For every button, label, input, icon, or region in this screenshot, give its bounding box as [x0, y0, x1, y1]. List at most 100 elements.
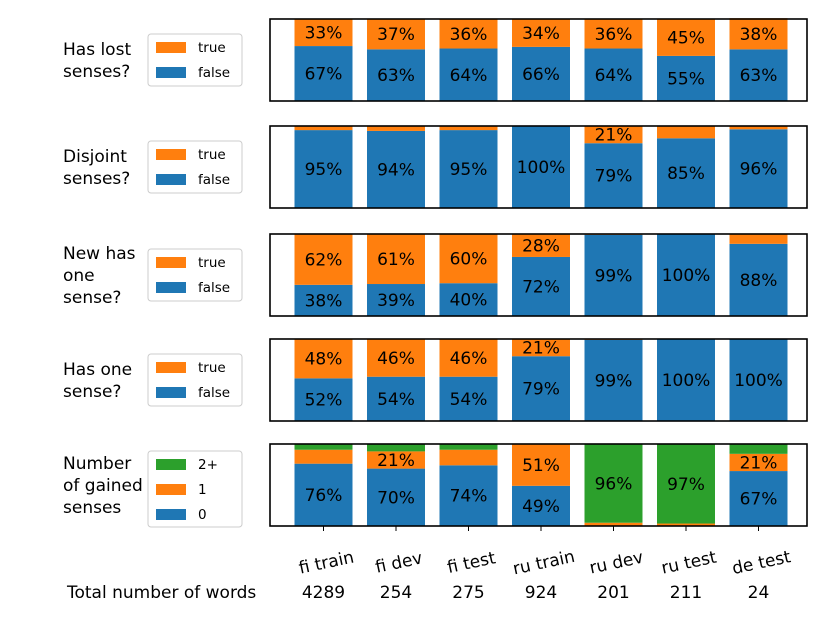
data-label: 100% [662, 266, 711, 286]
legend-swatch [156, 257, 186, 268]
data-label: 46% [377, 349, 415, 369]
data-label: 63% [740, 66, 778, 86]
legend-label: false [198, 65, 230, 81]
panel-title-line: New has [63, 244, 136, 264]
data-label: 76% [305, 486, 343, 506]
data-label: 63% [377, 66, 415, 86]
bar-fi-test-false [439, 376, 498, 421]
panel-title-line: of gained [63, 476, 143, 496]
bar-fi-test-2plus [439, 444, 498, 450]
bar-fi-train-false [294, 284, 353, 316]
bar-fi-dev-true [367, 339, 425, 377]
legend-swatch [156, 459, 186, 470]
data-label: 21% [522, 339, 560, 359]
data-label: 67% [305, 65, 343, 85]
x-tick-label: ru train [511, 547, 577, 580]
data-label: 45% [667, 28, 705, 48]
data-label: 39% [377, 291, 415, 311]
data-label: 99% [595, 371, 633, 391]
bar-de-test-true [729, 126, 788, 130]
bar-fi-train-false [294, 378, 353, 421]
data-label: 36% [595, 25, 633, 45]
x-tick-label: fi test [446, 548, 498, 578]
data-label: 99% [595, 266, 633, 286]
bar-ru-dev-false [584, 339, 643, 421]
bar-fi-test-0 [439, 465, 498, 526]
bar-fi-test-false [439, 48, 498, 101]
data-label: 66% [522, 65, 560, 85]
bar-fi-test-true [439, 126, 498, 131]
panel-1: 67% 33% 63% 37% 64% 36% 66% 34% 64% 36% 55% 45% 63% 3… [63, 18, 808, 102]
bar-fi-test-false [439, 130, 498, 208]
panel-title-line: Disjoint [63, 147, 127, 167]
bar-de-test-2plus [729, 444, 788, 454]
data-label: 55% [667, 69, 705, 89]
total-value: 211 [670, 583, 702, 603]
bar-ru-train-false [512, 256, 570, 316]
data-label: 33% [305, 24, 343, 44]
data-label: 49% [522, 497, 560, 517]
bar-fi-dev-false [367, 376, 425, 421]
panel-title-line: senses? [63, 62, 130, 82]
data-label: 96% [595, 474, 633, 494]
data-label: 74% [450, 487, 488, 507]
bar-ru-test-false [657, 138, 715, 208]
bar-fi-train-2plus [294, 444, 353, 450]
bar-ru-train-true [512, 234, 570, 257]
bar-de-test-true [729, 234, 788, 244]
bar-fi-dev-false [367, 130, 425, 208]
data-label: 64% [450, 66, 488, 86]
x-tick-label: ru test [660, 547, 719, 578]
data-label: 79% [522, 380, 560, 400]
data-label: 95% [450, 160, 488, 180]
total-value: 924 [525, 583, 557, 603]
x-tick-label: fi dev [374, 548, 425, 577]
x-tick-label: ru dev [588, 548, 645, 579]
bar-fi-dev-true [367, 19, 425, 50]
data-label: 21% [740, 453, 778, 473]
panel-title-line: sense? [63, 288, 121, 308]
total-words-label: Total number of words [66, 583, 256, 603]
total-value: 24 [748, 583, 770, 603]
bar-de-test-0 [729, 471, 788, 526]
bar-ru-dev-1 [584, 522, 643, 526]
bar-ru-test-1 [657, 523, 715, 526]
data-label: 64% [595, 66, 633, 86]
legend-swatch [156, 149, 186, 160]
legend-swatch [156, 42, 186, 53]
bar-ru-train-false [512, 46, 570, 101]
legend-label: false [198, 385, 230, 401]
bar-fi-train-false [294, 46, 353, 101]
panel-title-line: one [63, 266, 95, 286]
data-label: 54% [377, 390, 415, 410]
bar-ru-train-1 [512, 444, 570, 486]
data-label: 72% [522, 277, 560, 297]
panel-title-line: Has one [63, 360, 132, 380]
bar-fi-test-1 [439, 449, 498, 466]
panel-title-line: sense? [63, 382, 121, 402]
bar-ru-test-true [657, 126, 715, 139]
bar-fi-test-true [439, 234, 498, 284]
bar-fi-train-1 [294, 449, 353, 464]
panel-frame [269, 125, 808, 209]
legend-swatch [156, 509, 186, 520]
bar-fi-dev-0 [367, 468, 425, 526]
panel-title-line: senses [63, 498, 121, 518]
data-label: 52% [305, 391, 343, 411]
total-value: 201 [597, 583, 629, 603]
bar-fi-dev-false [367, 49, 425, 101]
panel-title-line: senses? [63, 169, 130, 189]
data-label: 96% [740, 160, 778, 180]
data-label: 97% [667, 475, 705, 495]
data-label: 61% [377, 250, 415, 270]
bar-ru-train-0 [512, 485, 570, 526]
bar-ru-train-false [512, 126, 570, 208]
data-label: 40% [450, 291, 488, 311]
legend-label: 1 [198, 482, 207, 498]
data-label: 34% [522, 24, 560, 44]
bar-fi-dev-1 [367, 451, 425, 469]
data-label: 21% [595, 126, 633, 146]
bar-fi-test-true [439, 339, 498, 377]
bar-ru-test-false [657, 55, 715, 101]
